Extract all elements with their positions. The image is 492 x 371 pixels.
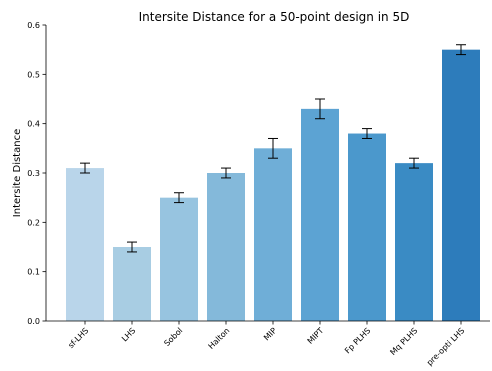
y-axis-ticks: 0.0 0.1 0.2 0.3 0.4 0.5 0.6 bbox=[27, 21, 46, 326]
y-tick-label: 0.2 bbox=[27, 218, 40, 227]
x-tick-label: Mq PLHS bbox=[388, 326, 419, 357]
y-tick-label: 0.3 bbox=[27, 169, 40, 178]
bars-group bbox=[66, 49, 480, 322]
bar-sf-lhs bbox=[66, 168, 104, 321]
bar-mq-plhs bbox=[395, 163, 433, 321]
chart-title: Intersite Distance for a 50-point design… bbox=[139, 10, 410, 24]
x-tick-label: MIP bbox=[262, 326, 278, 342]
x-tick-label: LHS bbox=[120, 326, 137, 343]
bar-halton bbox=[207, 173, 245, 321]
x-tick-label: Fp PLHS bbox=[343, 326, 372, 355]
bar-mip bbox=[254, 148, 292, 321]
bar-pre-opti-lhs bbox=[442, 49, 480, 322]
y-tick-label: 0.0 bbox=[27, 317, 40, 326]
x-tick-label: MIPT bbox=[306, 326, 326, 346]
y-tick-label: 0.5 bbox=[27, 70, 40, 79]
y-tick-label: 0.4 bbox=[27, 120, 40, 129]
x-axis-ticks: sf-LHS LHS Sobol Halton MIP MIPT Fp PLHS Mq PLH… bbox=[66, 321, 466, 367]
y-tick-label: 0.6 bbox=[27, 21, 40, 30]
bar-fp-plhs bbox=[348, 133, 386, 321]
error-bars-group bbox=[80, 44, 466, 253]
x-tick-label: Sobol bbox=[162, 326, 184, 348]
y-tick-label: 0.1 bbox=[27, 268, 40, 277]
bar-mipt bbox=[301, 108, 339, 321]
bar-sobol bbox=[160, 197, 198, 321]
y-axis-title: Intersite Distance bbox=[12, 129, 23, 217]
x-tick-label: Halton bbox=[206, 326, 231, 351]
bar-lhs bbox=[113, 247, 151, 321]
x-tick-label: pre-opti LHS bbox=[425, 326, 466, 367]
x-tick-label: sf-LHS bbox=[66, 326, 90, 350]
